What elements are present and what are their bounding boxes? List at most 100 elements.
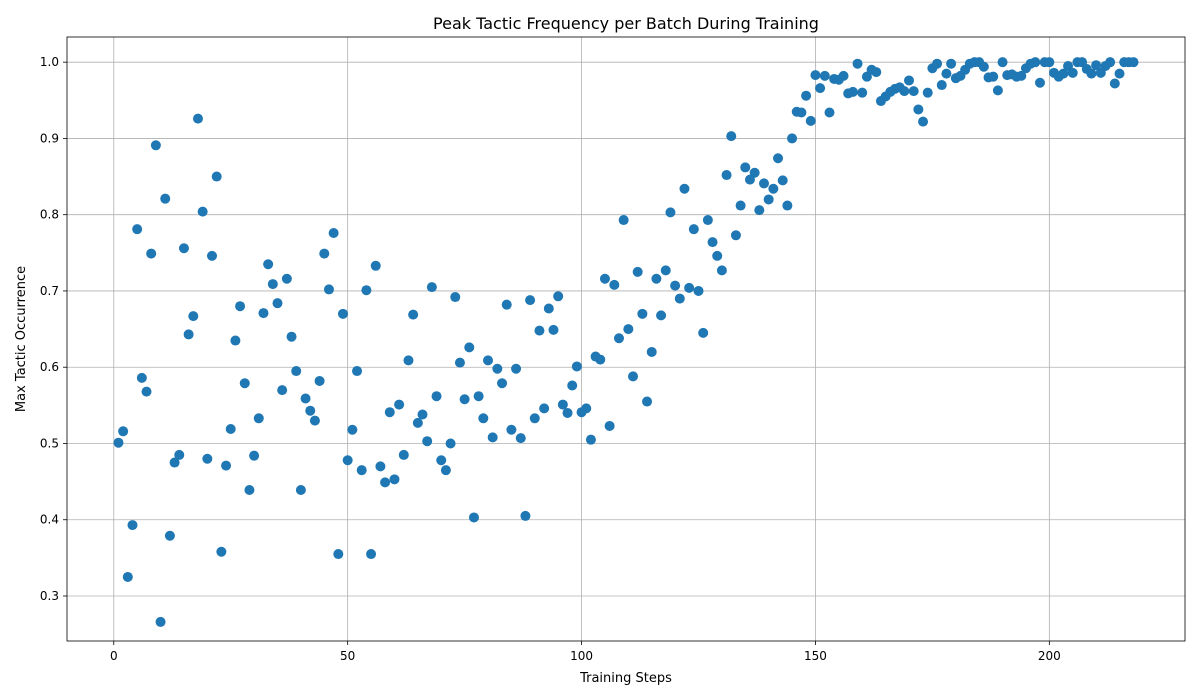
data-point [787,133,798,144]
data-point [436,455,447,466]
data-point [988,71,999,82]
data-point [759,178,769,189]
data-point [623,324,634,335]
data-point [445,438,456,449]
x-tick-label: 100 [570,649,593,663]
data-point [674,293,685,304]
plot-frame [66,36,1186,642]
y-tick-label: 0.6 [40,360,59,374]
y-tick-label: 0.7 [40,284,59,298]
data-point [249,450,260,461]
data-point [777,175,788,186]
data-point [1114,68,1125,79]
data-point [174,449,185,460]
data-point [337,308,348,319]
data-point [342,455,353,466]
data-point [730,230,741,241]
data-point [258,308,269,319]
data-point [113,437,124,448]
data-point [539,403,550,414]
data-point [464,342,475,353]
data-point [183,329,194,340]
data-point [801,90,812,101]
data-point [487,432,498,443]
data-point [141,386,152,397]
data-point [225,423,236,434]
data-point [628,371,639,382]
data-point [160,193,171,204]
data-point [1091,60,1102,71]
data-point [637,308,648,319]
data-point [511,363,522,374]
data-point [178,243,189,254]
data-point [735,200,746,211]
data-point [356,465,367,476]
data-point [263,259,274,270]
data-point [899,86,910,97]
data-point [497,378,508,389]
data-point [389,474,400,485]
y-tick-label: 0.3 [40,589,59,603]
data-point [726,131,737,142]
data-point [824,107,835,118]
data-point [515,433,526,444]
data-point [908,86,919,97]
data-point [366,549,377,560]
data-point [904,75,915,86]
data-points [113,57,1139,627]
data-point [459,394,470,405]
data-point [450,292,461,303]
data-point [571,361,582,372]
data-point [712,250,723,261]
data-point [543,303,554,314]
data-point [333,549,344,560]
data-point [361,285,372,296]
data-point [932,58,943,69]
data-point [300,393,311,404]
y-axis-label: Max Tactic Occurrence [14,266,29,412]
data-point [169,457,180,468]
y-tick-label: 0.8 [40,208,59,222]
data-point [1058,68,1069,79]
data-point [127,520,138,531]
data-point [235,301,246,312]
data-point [702,215,713,226]
data-point [693,285,704,296]
data-point [132,224,143,235]
data-point [599,273,610,284]
data-point [370,260,381,271]
data-point [352,366,363,377]
data-point [642,396,653,407]
data-point [478,413,489,424]
data-point [239,378,250,389]
data-point [810,70,821,81]
data-point [309,415,320,426]
data-point [1034,77,1045,88]
data-point [384,407,395,418]
data-point [815,83,826,94]
data-point [819,70,830,81]
data-point [707,237,718,248]
data-point [567,380,578,391]
data-point [1086,68,1097,79]
data-point [978,61,989,72]
data-point [749,167,760,178]
data-point [314,375,325,386]
data-point [1109,78,1120,89]
data-point [913,104,924,115]
data-point [230,335,241,346]
data-point [305,405,316,416]
data-point [534,325,545,336]
chart-title: Peak Tactic Frequency per Batch During T… [433,14,819,33]
data-point [211,171,222,182]
data-point [492,363,503,374]
data-point [146,248,157,259]
data-point [595,354,606,365]
data-point [468,512,479,523]
data-point [670,280,681,291]
y-tick-label: 0.9 [40,131,59,145]
data-point [688,224,699,235]
data-point [136,372,147,383]
